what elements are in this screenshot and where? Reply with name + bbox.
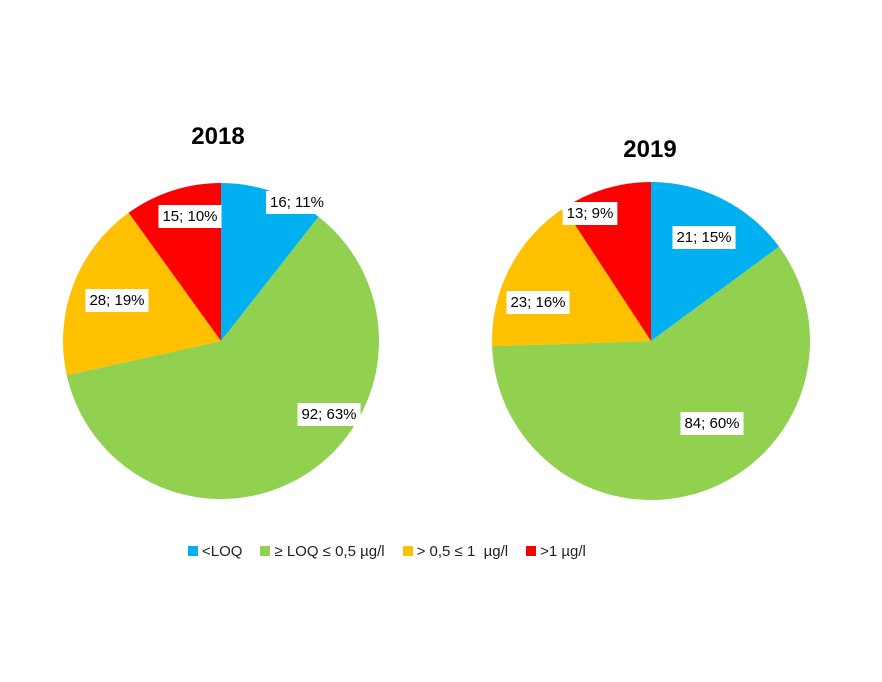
legend-item-loq: <LOQ bbox=[188, 543, 242, 560]
legend-label-loq: <LOQ bbox=[202, 542, 243, 560]
data-label-box bbox=[158, 205, 222, 228]
data-label-above-1: 13; 9% bbox=[562, 202, 618, 225]
legend-swatch-loq bbox=[188, 546, 198, 556]
data-label-text: 84; 60% bbox=[684, 415, 739, 432]
legend-item-0-5-to-1: > 0,5 ≤ 1 µg/l bbox=[402, 542, 509, 560]
legend-label-loq-to-0-5: ≥ LOQ ≤ 0,5 µg/l bbox=[274, 542, 385, 560]
legend: <LOQ ≥ LOQ ≤ 0,5 µg/l > 0,5 ≤ 1 µg/l >1 … bbox=[188, 540, 604, 562]
data-label-text: 13; 9% bbox=[567, 205, 614, 222]
chart-title: 2018 bbox=[191, 123, 244, 150]
legend-label-above-1: >1 µg/l bbox=[540, 542, 586, 560]
data-label-loq: 16; 11% bbox=[266, 191, 328, 214]
data-label-text: 92; 63% bbox=[301, 406, 356, 423]
data-label-text: 15; 10% bbox=[162, 208, 217, 225]
data-label-text: 16; 11% bbox=[270, 194, 324, 211]
data-label-box bbox=[266, 191, 328, 214]
data-label-box bbox=[672, 226, 736, 249]
chart-title: 2019 bbox=[623, 136, 676, 163]
data-label-above-1: 15; 10% bbox=[158, 205, 222, 228]
data-label-box bbox=[297, 403, 361, 426]
data-label-box bbox=[85, 289, 149, 312]
legend-swatch-above-1 bbox=[526, 546, 537, 556]
data-label-0-5-to-1: 23; 16% bbox=[506, 291, 570, 314]
data-label-loq: 21; 15% bbox=[672, 226, 736, 249]
data-label-loq-to-0-5: 92; 63% bbox=[297, 403, 361, 426]
data-label-text: 21; 15% bbox=[676, 229, 731, 246]
legend-item-above-1: >1 µg/l bbox=[526, 543, 586, 560]
data-label-loq-to-0-5: 84; 60% bbox=[680, 412, 744, 435]
legend-item-loq-to-0-5: ≥ LOQ ≤ 0,5 µg/l bbox=[260, 542, 385, 560]
pie-2018: 2018 16; 11% 92; 63% 28; 19% 15; 10% bbox=[63, 123, 380, 500]
data-label-text: 28; 19% bbox=[89, 292, 144, 309]
pie-slice-loq bbox=[651, 182, 780, 341]
data-label-box bbox=[506, 291, 570, 314]
legend-label-0-5-to-1: > 0,5 ≤ 1 µg/l bbox=[416, 542, 509, 560]
data-label-0-5-to-1: 28; 19% bbox=[85, 289, 149, 312]
data-label-text: 23; 16% bbox=[510, 294, 565, 311]
data-label-box bbox=[680, 412, 744, 435]
legend-swatch-0-5-to-1 bbox=[402, 546, 413, 556]
data-label-box bbox=[562, 202, 618, 225]
pie-2019: 2019 21; 15% 84; 60% 23; 16% 13; 9% bbox=[492, 136, 811, 500]
pie-slice-loq bbox=[221, 182, 319, 341]
pie-slice-loq-to-0-5 bbox=[492, 246, 811, 500]
pie-slice-loq-to-0-5 bbox=[66, 216, 380, 500]
legend-swatch-loq-to-0-5 bbox=[260, 546, 271, 556]
